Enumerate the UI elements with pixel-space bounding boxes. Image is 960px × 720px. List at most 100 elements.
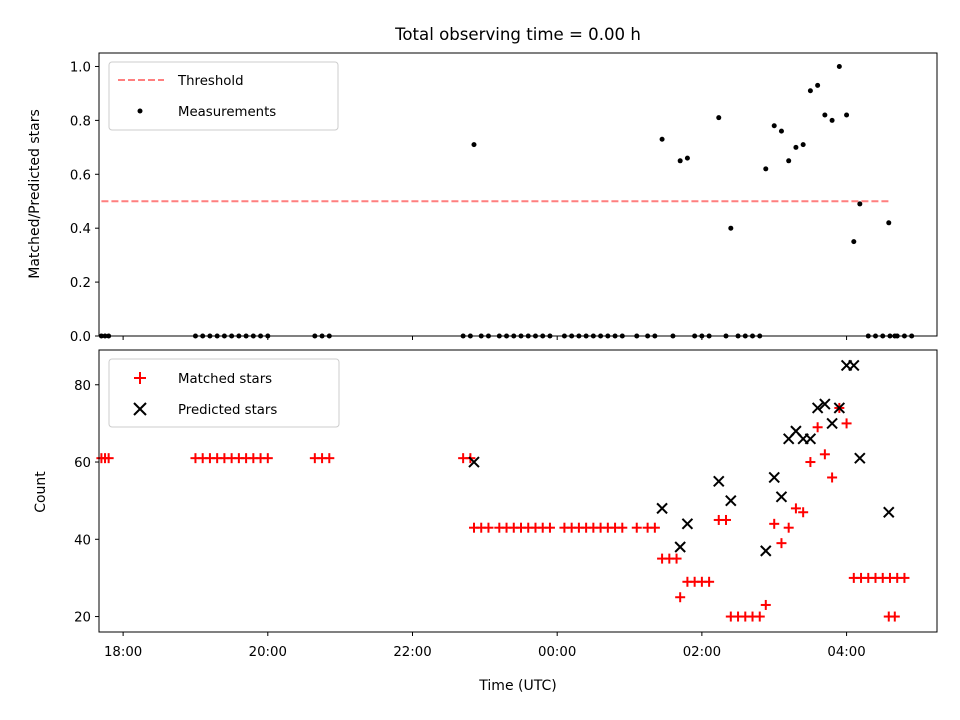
- top-x-axis-ticks: [122, 336, 848, 340]
- chart-title: Total observing time = 0.00 h: [394, 25, 641, 44]
- matched-star-point: [262, 453, 273, 464]
- x-tick-label: 04:00: [827, 645, 865, 660]
- measurement-point: [677, 158, 683, 164]
- legend-measurements-label: Measurements: [178, 105, 276, 120]
- measurement-point: [786, 158, 792, 164]
- predicted-star-point: [854, 452, 866, 464]
- matched-star-point: [769, 518, 780, 529]
- bottom-axes-frame: [98, 349, 938, 633]
- bottom-plot-marks: [96, 359, 910, 622]
- matched-star-point: [783, 522, 794, 533]
- predicted-star-point: [760, 545, 772, 557]
- x-tick-label: 18:00: [104, 645, 142, 660]
- bottom-y-tick-label: 60: [74, 456, 91, 471]
- bottom-y-tick-label: 40: [74, 533, 91, 548]
- matched-star-point: [544, 522, 555, 533]
- bottom-y-axis: 20 40 60 80: [74, 379, 99, 626]
- x-tick-label: 02:00: [683, 645, 721, 660]
- matched-star-point: [819, 449, 830, 460]
- matched-star-point: [889, 611, 900, 622]
- bottom-y-tick-label: 80: [74, 379, 91, 394]
- measurement-point: [728, 225, 734, 231]
- legend-predicted-marker: [133, 402, 147, 416]
- predicted-star-point: [883, 506, 895, 518]
- x-axis-label: Time (UTC): [478, 678, 556, 694]
- legend-predicted-label: Predicted stars: [178, 403, 277, 418]
- legend-measurements-marker: [137, 108, 143, 114]
- bottom-x-axis: 18:00 20:00 22:00 00:00 02:00 04:00: [104, 632, 866, 660]
- measurement-point: [716, 115, 722, 121]
- matched-star-point: [617, 522, 628, 533]
- measurement-point: [771, 123, 777, 129]
- matched-star-point: [675, 592, 686, 603]
- top-legend: Threshold Measurements: [108, 61, 339, 131]
- measurement-point: [851, 239, 857, 245]
- measurement-point: [763, 166, 769, 172]
- predicted-star-point: [811, 402, 824, 414]
- matched-star-point: [720, 514, 731, 525]
- matched-star-point: [760, 599, 771, 610]
- measurement-point: [778, 128, 784, 134]
- matched-star-point: [631, 522, 642, 533]
- top-panel: 0.0 0.2 0.4 0.6 0.8 1.0 Matched/Predicted sta…: [27, 52, 938, 345]
- predicted-star-point: [848, 359, 860, 372]
- measurement-point: [886, 220, 892, 226]
- predicted-star-point: [656, 502, 668, 515]
- measurement-point: [807, 88, 813, 94]
- legend-matched-marker: [134, 372, 146, 384]
- top-axes-frame: [98, 52, 938, 337]
- measurement-point: [659, 136, 665, 142]
- matched-star-point: [790, 503, 801, 514]
- predicted-star-point: [768, 471, 780, 484]
- bottom-legend-frame: [108, 358, 340, 428]
- predicted-star-point: [713, 475, 725, 488]
- matched-star-point: [827, 472, 838, 483]
- measurement-point: [829, 117, 835, 123]
- matched-star-point: [103, 453, 114, 464]
- x-tick-label: 00:00: [538, 645, 576, 660]
- legend-matched-label: Matched stars: [178, 372, 272, 387]
- top-y-tick-label: 0.0: [70, 330, 91, 345]
- matched-star-point: [483, 522, 494, 533]
- top-y-tick-label: 0.6: [70, 168, 91, 183]
- matched-star-point: [324, 453, 335, 464]
- measurement-point: [857, 201, 863, 207]
- predicted-star-point: [819, 398, 831, 410]
- predicted-star-point: [826, 417, 838, 430]
- predicted-star-point: [725, 494, 737, 507]
- measurement-point: [836, 63, 842, 69]
- measurement-point: [471, 142, 477, 148]
- matched-star-point: [798, 507, 809, 518]
- x-tick-label: 22:00: [393, 645, 431, 660]
- measurement-point: [684, 155, 690, 161]
- matched-star-point: [671, 553, 682, 564]
- top-y-tick-label: 0.8: [70, 114, 91, 129]
- bottom-y-tick-label: 20: [74, 611, 91, 626]
- predicted-star-point: [674, 541, 686, 553]
- top-y-tick-label: 1.0: [70, 60, 91, 75]
- measurement-point: [822, 112, 828, 118]
- predicted-star-point: [468, 456, 480, 468]
- matched-star-point: [649, 522, 660, 533]
- bottom-y-axis-label: Count: [33, 471, 49, 513]
- x-tick-label: 20:00: [249, 645, 287, 660]
- top-y-axis: 0.0 0.2 0.4 0.6 0.8 1.0: [70, 60, 99, 345]
- measurement-point: [844, 112, 850, 118]
- legend-threshold-label: Threshold: [177, 74, 244, 89]
- top-legend-frame: [108, 61, 339, 131]
- measurement-point: [800, 142, 806, 148]
- matched-star-point: [704, 576, 715, 587]
- top-y-tick-label: 0.2: [70, 276, 91, 291]
- predicted-star-point: [775, 491, 788, 503]
- matched-star-point: [841, 418, 852, 429]
- measurement-point: [793, 144, 799, 150]
- predicted-star-point: [804, 433, 817, 445]
- matched-star-point: [812, 422, 823, 433]
- top-y-axis-label: Matched/Predicted stars: [27, 109, 43, 279]
- matched-star-point: [899, 572, 910, 583]
- bottom-legend: Matched stars Predicted stars: [108, 358, 340, 428]
- matched-star-point: [754, 611, 765, 622]
- matched-star-point: [776, 538, 787, 549]
